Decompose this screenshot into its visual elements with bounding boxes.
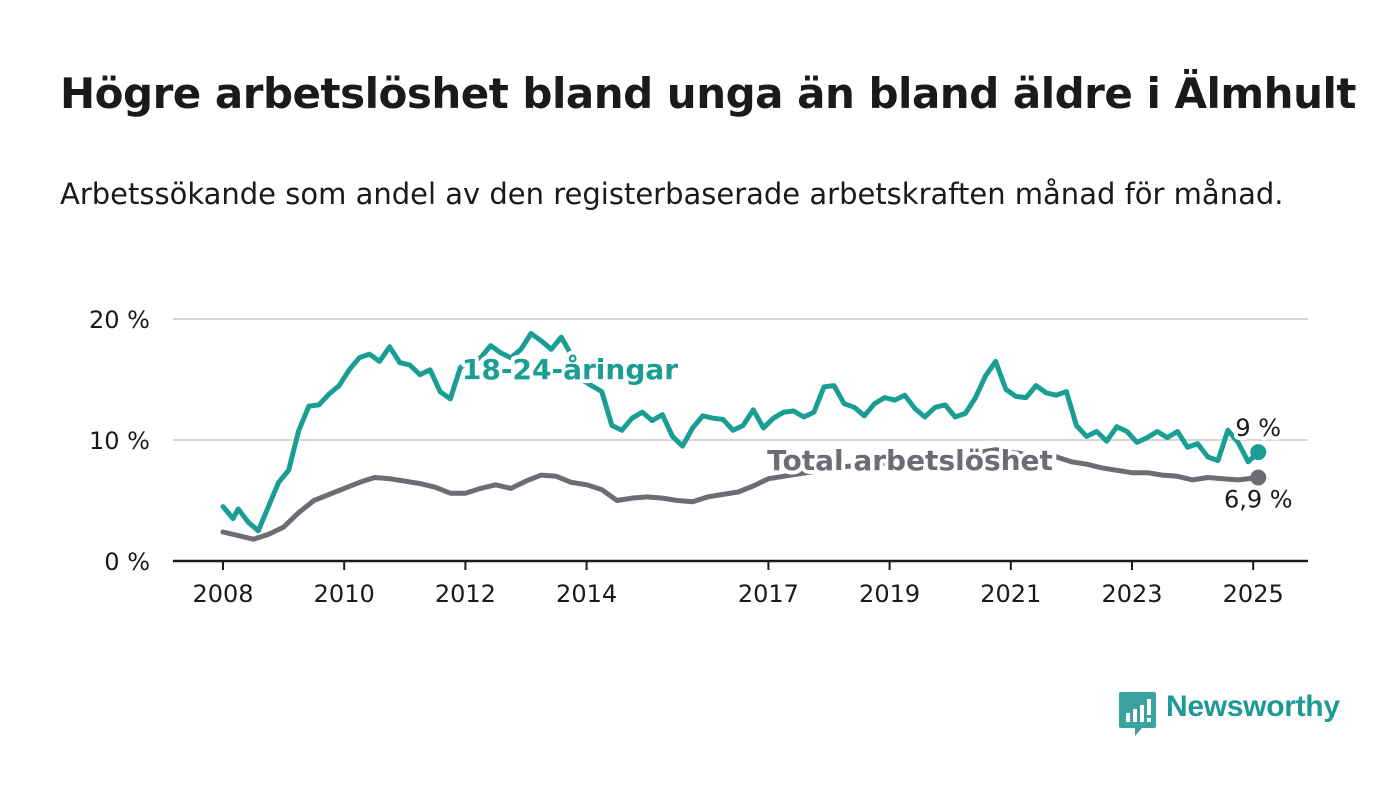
svg-text:6,9 %: 6,9 % — [1224, 486, 1293, 514]
series-line-total — [220, 447, 1261, 542]
svg-text:6,9 %: 6,9 % — [1224, 486, 1293, 514]
x-tick-label: 2021 — [980, 580, 1041, 608]
end-label-young: 9 %9 % — [1231, 410, 1285, 446]
y-axis-tick-labels: 0 % 10 % 20 % — [89, 306, 150, 576]
svg-text:Total arbetslöshet: Total arbetslöshet — [767, 444, 1053, 477]
svg-text:9 %: 9 % — [1235, 414, 1281, 442]
x-tick-label: 2023 — [1101, 580, 1162, 608]
svg-text:9 %: 9 % — [1235, 414, 1281, 442]
x-tick-label: 2014 — [556, 580, 617, 608]
x-tick-label: 2008 — [192, 580, 253, 608]
newsworthy-logo: Newsworthy — [1118, 688, 1348, 738]
chart-title: Högre arbetslöshet bland unga än bland ä… — [60, 69, 1356, 118]
x-axis: 2008 2010 2012 2014 2017 2019 2021 2023 2025 — [173, 559, 1308, 608]
y-tick-label: 20 % — [89, 306, 150, 334]
x-tick-label: 2012 — [435, 580, 496, 608]
y-tick-label: 0 % — [104, 548, 150, 576]
gridlines — [173, 318, 1308, 441]
end-point-young — [1250, 444, 1267, 461]
end-point-total — [1250, 469, 1267, 486]
svg-text:18-24-åringar: 18-24-åringar — [462, 353, 678, 386]
x-tick-label: 2010 — [314, 580, 375, 608]
end-label-total: 6,9 %6,9 % — [1220, 482, 1297, 518]
x-tick-label: 2017 — [738, 580, 799, 608]
series-line-young — [220, 331, 1261, 534]
series-lines — [220, 331, 1267, 542]
svg-text:Total arbetslöshet: Total arbetslöshet — [767, 444, 1053, 477]
x-tick-label: 2025 — [1223, 580, 1284, 608]
logo-text: Newsworthy — [1166, 690, 1340, 723]
chart-subtitle: Arbetssökande som andel av den registerb… — [60, 177, 1284, 211]
bar-chart-bubble-icon — [1119, 692, 1156, 736]
x-tick-label: 2019 — [859, 580, 920, 608]
y-tick-label: 10 % — [89, 427, 150, 455]
svg-text:18-24-åringar: 18-24-åringar — [462, 353, 678, 386]
